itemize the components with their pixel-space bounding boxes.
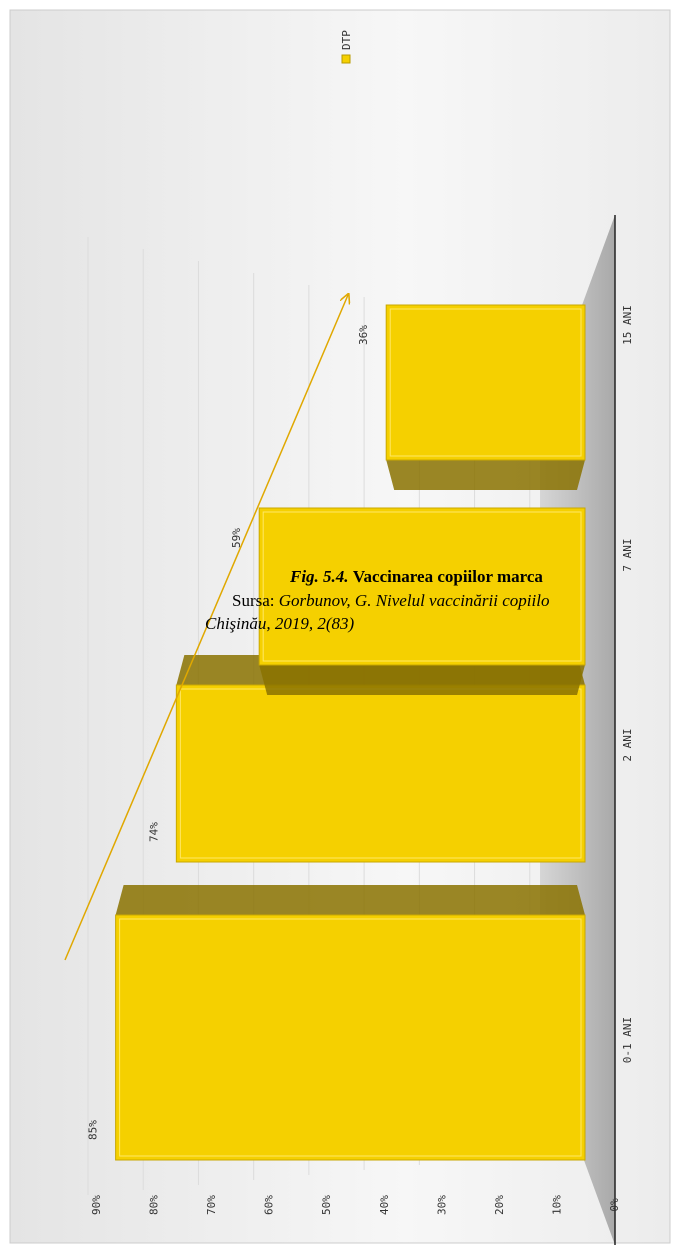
caption: Fig. 5.4. Vaccinarea copiilor marca Surs… bbox=[205, 567, 549, 633]
y-tick-label: 90% bbox=[90, 1195, 103, 1215]
bar-side bbox=[115, 885, 585, 915]
data-label: 36% bbox=[357, 325, 370, 345]
plot: 0% 10% 20% 30% 40% 50% 60% 70% 80% 90% 0-1 ANI 85% 2… bbox=[87, 237, 634, 1215]
trend-arrow bbox=[64, 295, 348, 961]
y-tick-label: 70% bbox=[205, 1195, 218, 1215]
bar bbox=[175, 684, 586, 863]
caption-source-text: Gorbunov, G. Nivelul vaccinării copiilo bbox=[279, 591, 550, 610]
bar-shade bbox=[119, 918, 582, 1157]
y-tick-label: 80% bbox=[148, 1195, 161, 1215]
bar-shade bbox=[262, 511, 582, 662]
caption-source: Sursa: Gorbunov, G. Nivelul vaccinării c… bbox=[232, 591, 549, 610]
caption-source-label: Sursa: bbox=[232, 591, 279, 610]
bar-side bbox=[386, 460, 585, 490]
caption-fig: Fig. 5.4. bbox=[289, 567, 349, 586]
caption-title: Fig. 5.4. Vaccinarea copiilor marca bbox=[289, 567, 543, 586]
bar bbox=[258, 507, 586, 666]
y-tick-label: 60% bbox=[263, 1195, 276, 1215]
x-tick-label: 15 ANI bbox=[621, 305, 634, 345]
y-tick-label: 0% bbox=[608, 1198, 621, 1212]
y-tick-label: 40% bbox=[378, 1195, 391, 1215]
y-tick-label: 20% bbox=[493, 1195, 506, 1215]
data-label: 74% bbox=[147, 822, 160, 842]
bar bbox=[115, 914, 586, 1161]
y-tick-label: 10% bbox=[550, 1195, 563, 1215]
legend: DTP bbox=[340, 30, 353, 64]
y-tick-label: 30% bbox=[435, 1195, 448, 1215]
x-tick-label: 2 ANI bbox=[621, 728, 634, 761]
y-tick-label: 50% bbox=[320, 1195, 333, 1215]
bar-side bbox=[259, 665, 585, 695]
legend-swatch bbox=[341, 54, 351, 64]
caption-text: Vaccinarea copiilor marca bbox=[353, 567, 544, 586]
data-label: 85% bbox=[87, 1120, 100, 1140]
bar-shade bbox=[389, 308, 582, 457]
data-label: 59% bbox=[230, 528, 243, 548]
legend-label: DTP bbox=[340, 30, 353, 50]
bar bbox=[385, 304, 586, 461]
caption-source-2: Chişinău, 2019, 2(83) bbox=[205, 614, 355, 633]
x-tick-label: 7 ANI bbox=[621, 538, 634, 571]
x-tick-label: 0-1 ANI bbox=[621, 1017, 634, 1063]
